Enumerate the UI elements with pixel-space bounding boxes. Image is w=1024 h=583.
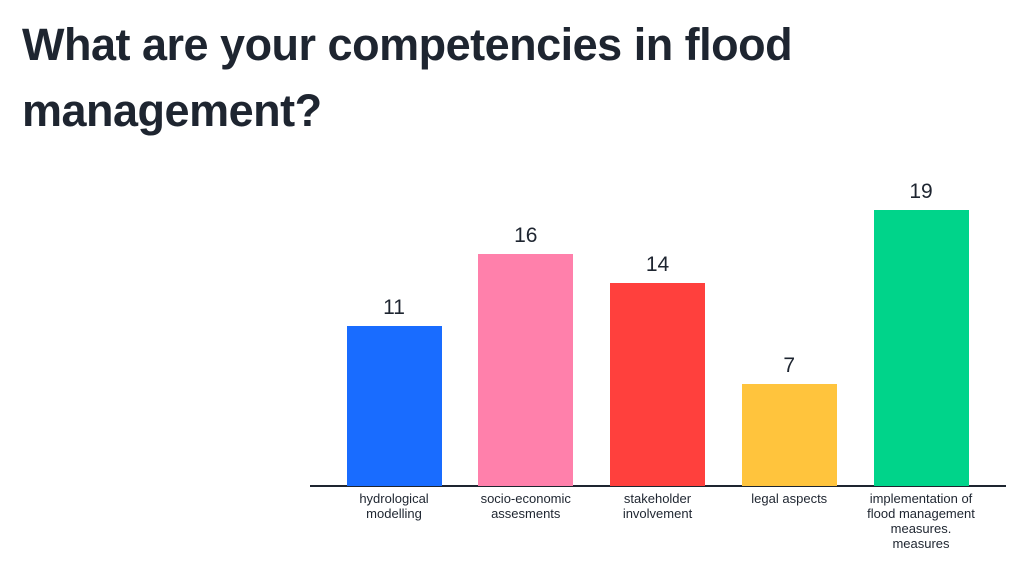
x-tick-label: implementation of flood management measu… xyxy=(867,491,975,551)
value-label: 11 xyxy=(383,296,405,320)
value-label: 19 xyxy=(909,180,933,203)
value-label: 7 xyxy=(783,354,796,378)
x-tick-label: hydrological modelling xyxy=(359,491,429,521)
bar xyxy=(873,210,969,486)
value-label: 16 xyxy=(514,223,538,247)
bar xyxy=(610,282,705,486)
bar xyxy=(741,384,837,486)
x-tick-label: socio-economic assesments xyxy=(480,491,571,521)
x-tick-label: stakeholder involvement xyxy=(622,491,693,521)
value-label: 14 xyxy=(645,252,670,276)
chart-title: What are your competencies in flood mana… xyxy=(22,19,793,136)
bar xyxy=(346,326,442,486)
bar xyxy=(478,253,574,486)
x-tick-label: legal aspects xyxy=(751,491,828,506)
x-axis-line xyxy=(310,485,1006,487)
